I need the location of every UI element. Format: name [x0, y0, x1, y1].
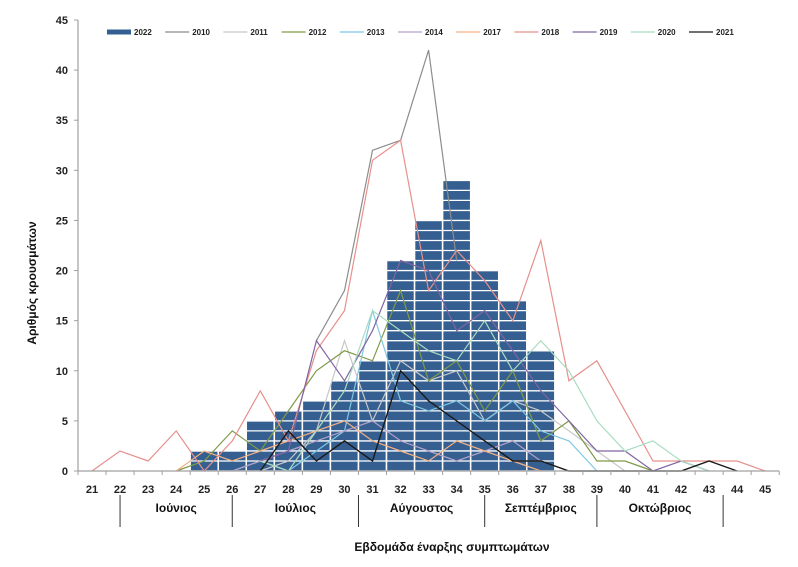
x-tick-label: 24: [170, 484, 183, 496]
x-tick-label: 37: [535, 484, 547, 496]
x-tick-label: 27: [254, 484, 266, 496]
bar: [441, 179, 472, 472]
bar: [329, 380, 360, 472]
y-tick-label: 10: [56, 366, 68, 378]
month-labels: Ιούνιος Ιούλιος Αύγουστος Σεπτέμβριος Οκτώβρ…: [119, 495, 724, 527]
y-tick-label: 20: [56, 266, 68, 278]
legend-label: 2017: [483, 28, 501, 37]
x-tick-label: 28: [282, 484, 294, 496]
legend-item-2017: 2017: [456, 28, 502, 37]
x-tick-label: 26: [226, 484, 238, 496]
series-line-2012: [175, 288, 654, 472]
legend-label: 2011: [250, 28, 268, 37]
month-label: Ιούλιος: [275, 501, 316, 515]
bars-2022: [189, 179, 556, 472]
y-tick-label: 25: [56, 215, 68, 227]
x-tick-label: 40: [619, 484, 631, 496]
y-tick-label: 0: [62, 466, 68, 478]
legend-label: 2018: [541, 28, 559, 37]
x-tick-label: 31: [366, 484, 378, 496]
x-tick-label: 22: [114, 484, 126, 496]
bar-week-36: [497, 299, 528, 472]
legend-label: 2012: [309, 28, 327, 37]
x-tick-label: 45: [759, 484, 771, 496]
bar-week-33: [413, 219, 444, 472]
x-tick-label: 30: [338, 484, 350, 496]
x-tick-label: 38: [563, 484, 575, 496]
y-tick-label: 45: [56, 15, 68, 27]
legend-label: 2020: [658, 28, 676, 37]
legend-item-2010: 2010: [165, 28, 211, 37]
x-tick-label: 44: [731, 484, 744, 496]
month-label: Ιούνιος: [156, 501, 197, 515]
series-line-2017: [175, 420, 542, 472]
legend-item-2019: 2019: [572, 28, 618, 37]
series-line-2010: [315, 49, 458, 341]
x-tick-label: 33: [422, 484, 434, 496]
x-tick-label: 29: [310, 484, 322, 496]
bar-week-30: [329, 380, 360, 472]
legend-item-2012: 2012: [281, 28, 327, 37]
legend-label: 2013: [367, 28, 385, 37]
legend-label: 2022: [134, 28, 152, 37]
x-axis-title: Εβδομάδα έναρξης συμπτωμάτων: [354, 540, 550, 554]
x-tick-label: 43: [703, 484, 715, 496]
bar: [413, 219, 444, 472]
legend-item-2011: 2011: [223, 28, 268, 37]
series-line-2011: [260, 338, 626, 472]
x-tick-label: 25: [198, 484, 210, 496]
x-tick-label: 34: [451, 484, 464, 496]
x-tick-label: 41: [647, 484, 659, 496]
bar-week-35: [469, 269, 500, 472]
x-tick-label: 23: [142, 484, 154, 496]
x-tick-label: 42: [675, 484, 687, 496]
month-label: Σεπτέμβριος: [505, 501, 577, 515]
y-tick-label: 5: [62, 416, 68, 428]
month-label: Αύγουστος: [390, 501, 453, 515]
bar: [245, 420, 276, 472]
x-tick-label: 32: [394, 484, 406, 496]
legend: 2022 2010 2011 2012 2013 2014 2017 2018 2019 2020…: [107, 28, 734, 37]
legend-label: 2014: [425, 28, 443, 37]
legend-item-2022: 2022: [107, 28, 152, 37]
x-tick-label: 39: [591, 484, 603, 496]
bar-week-27: [245, 420, 276, 472]
legend-item-2021: 2021: [689, 28, 734, 37]
y-tick-label: 40: [56, 65, 68, 77]
series-line-2013: [232, 308, 598, 472]
legend-label: 2019: [600, 28, 618, 37]
legend-item-2013: 2013: [339, 28, 385, 37]
legend-item-2020: 2020: [630, 28, 676, 37]
y-tick-label: 35: [56, 115, 68, 127]
y-axis-title: Αριθμός κρουσμάτων: [25, 221, 39, 345]
axes: 0 5 10 15 20 25 30 35 40 45 21 22 23 24 25 26 27 28 29 30 31…: [56, 15, 780, 496]
series-line-2020: [260, 309, 710, 472]
x-tick-label: 36: [507, 484, 519, 496]
legend-swatch: [107, 29, 131, 35]
month-label: Οκτώβριος: [629, 501, 692, 515]
y-tick-label: 30: [56, 165, 68, 177]
legend-label: 2010: [192, 28, 210, 37]
legend-label: 2021: [716, 28, 734, 37]
legend-item-2014: 2014: [398, 28, 443, 37]
x-tick-label: 21: [86, 484, 98, 496]
legend-item-2018: 2018: [514, 28, 560, 37]
bar: [497, 299, 528, 472]
y-tick-label: 15: [56, 316, 68, 328]
series-line-2019: [260, 259, 710, 472]
x-tick-label: 35: [479, 484, 491, 496]
